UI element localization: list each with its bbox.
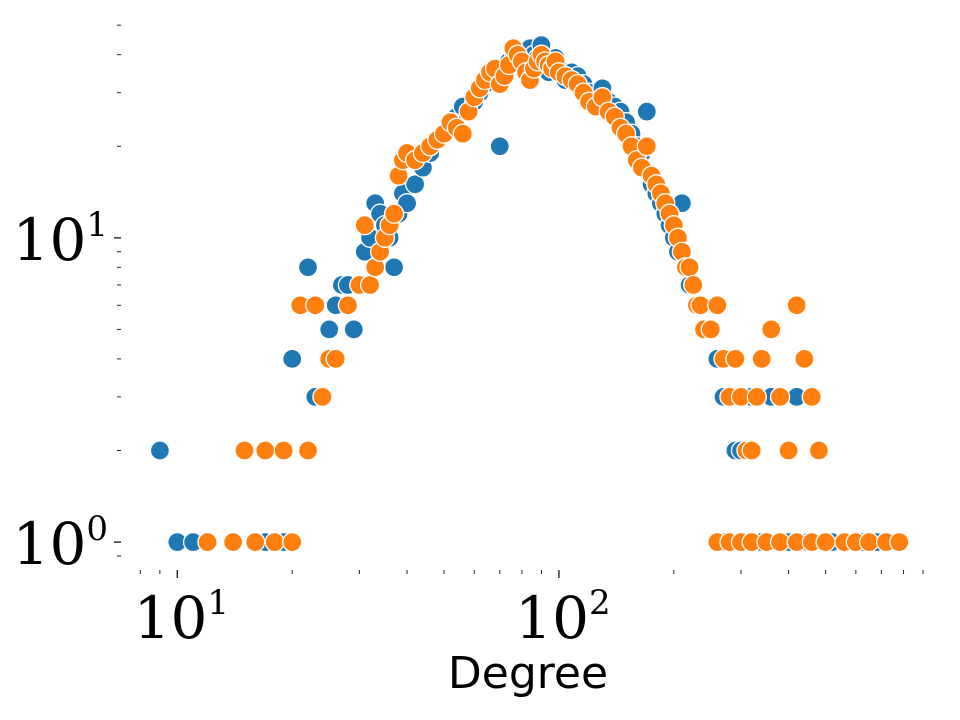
data-point [889, 531, 910, 553]
tick-labels: 101 102 100 101 [13, 205, 611, 652]
series-2 [197, 38, 910, 553]
data-point [197, 531, 218, 553]
data-point [273, 440, 294, 461]
data-point [452, 123, 473, 144]
data-point [700, 319, 721, 340]
data-point [264, 531, 285, 553]
data-point [282, 348, 303, 370]
data-point [769, 386, 791, 408]
data-point [245, 531, 266, 553]
y-tick-label: 100 [13, 509, 108, 578]
data-point [305, 295, 326, 316]
data-point [359, 274, 381, 296]
data-point [858, 531, 880, 553]
y-tick-label: 101 [13, 205, 108, 274]
data-point [636, 101, 657, 122]
data-point [312, 386, 333, 408]
axis-ticks [114, 24, 924, 578]
data-point [343, 319, 364, 340]
data-point [234, 440, 255, 461]
x-tick-label: 102 [515, 583, 610, 652]
data-point [319, 319, 340, 340]
data-point [325, 348, 346, 370]
data-point [707, 295, 728, 316]
data-point [746, 386, 767, 408]
data-point [383, 257, 405, 278]
data-point [222, 531, 244, 553]
data-point [383, 203, 405, 224]
data-point [815, 531, 836, 553]
data-point [725, 348, 746, 370]
data-point [751, 348, 772, 370]
data-point [297, 257, 319, 278]
data-point [636, 136, 657, 157]
data-point [337, 295, 359, 316]
data-point [761, 319, 782, 340]
data-point [282, 531, 303, 553]
data-point [786, 295, 807, 316]
data-point [149, 440, 171, 461]
x-tick-label: 101 [134, 583, 229, 652]
data-point [679, 257, 700, 278]
data-point [354, 215, 375, 236]
data-point [297, 440, 319, 461]
data-point [255, 440, 276, 461]
data-point [801, 386, 822, 408]
data-points [149, 34, 910, 553]
data-point [808, 440, 830, 461]
x-axis-title: Degree [448, 648, 608, 699]
data-point [683, 274, 704, 296]
data-point [489, 136, 510, 157]
data-point [778, 440, 799, 461]
data-point [741, 440, 762, 461]
series-1 [149, 34, 887, 553]
data-point [794, 348, 815, 370]
data-point [404, 174, 426, 195]
